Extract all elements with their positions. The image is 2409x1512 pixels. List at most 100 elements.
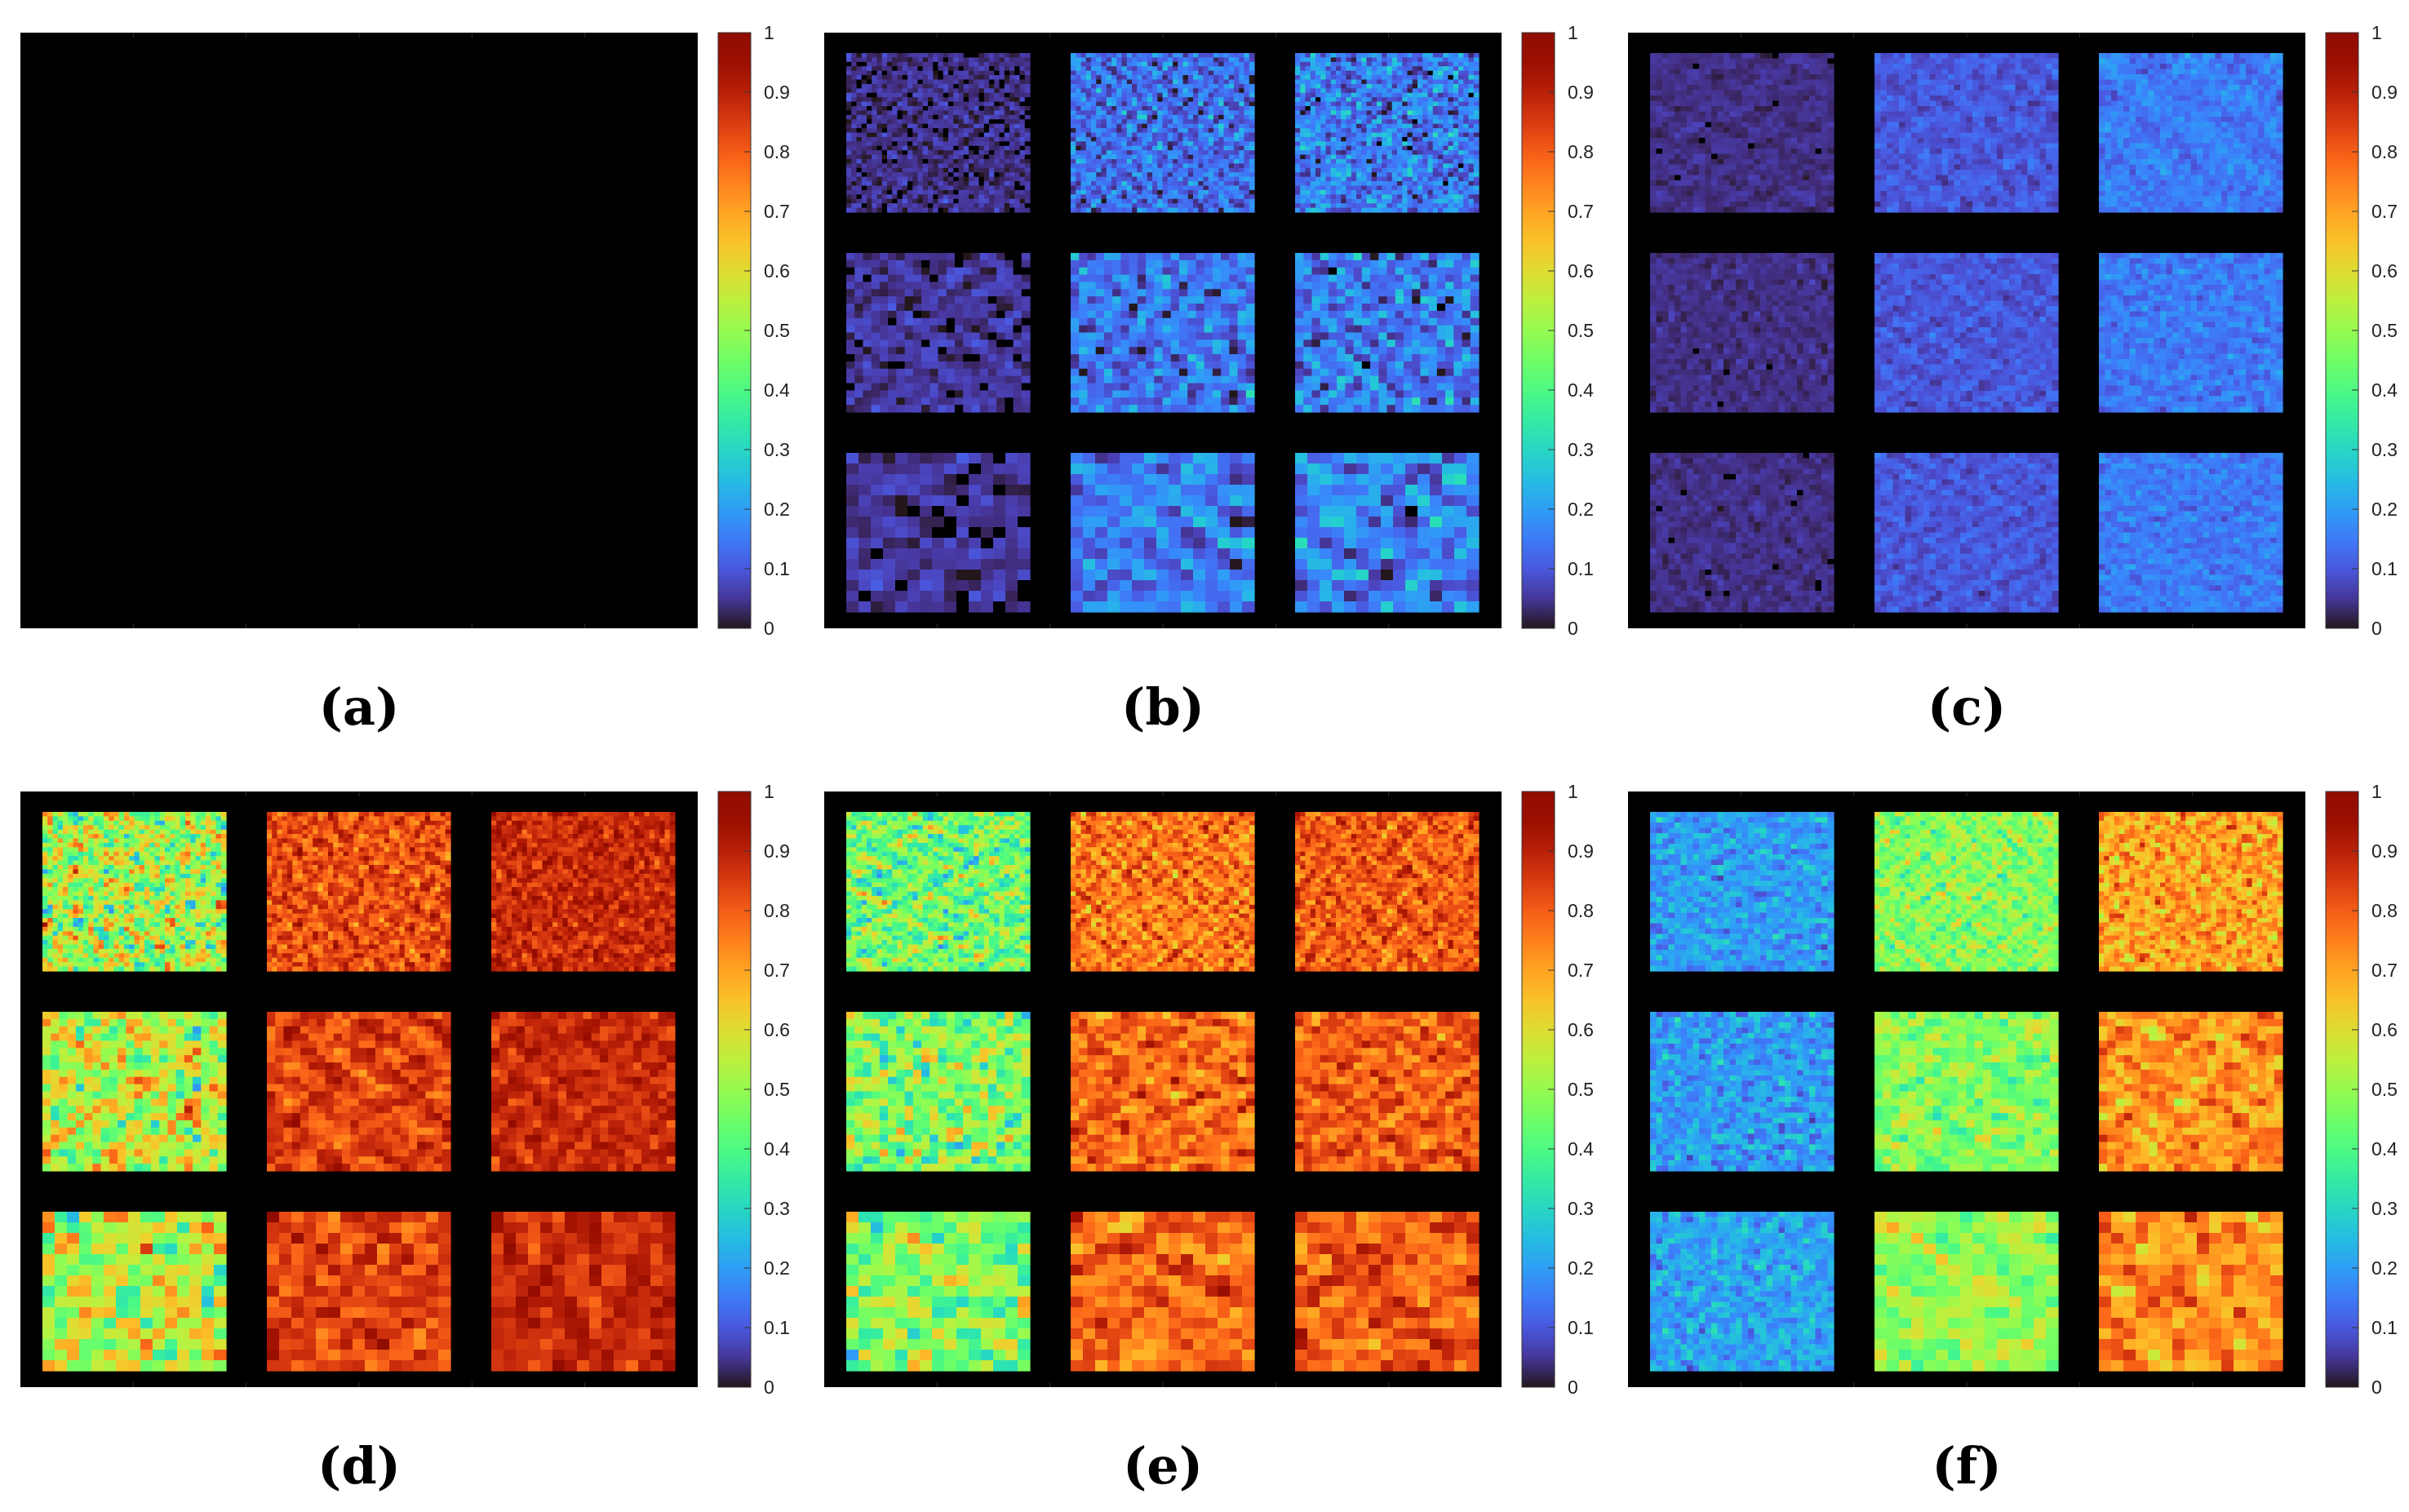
heatmap-cell [1391, 150, 1398, 156]
heatmap-cell [978, 132, 985, 138]
heatmap-cell [1228, 154, 1235, 160]
heatmap-cell [1126, 101, 1133, 107]
heatmap-cell [943, 176, 949, 182]
heatmap-cell [1448, 97, 1454, 103]
heatmap-cell [1096, 114, 1102, 120]
heatmap-cell [1432, 194, 1439, 200]
tile-1-3 [1295, 53, 1480, 213]
heatmap-cell [1204, 361, 1213, 370]
heatmap-cell [854, 304, 864, 312]
heatmap-cell [1178, 383, 1188, 392]
heatmap-cell [1366, 181, 1373, 187]
heatmap-cell [1356, 159, 1362, 165]
heatmap-cell [846, 296, 855, 304]
heatmap-cell [1187, 203, 1194, 209]
heatmap-cell [1417, 172, 1423, 178]
heatmap-cell [999, 53, 1005, 59]
heatmap-cell [1391, 132, 1398, 138]
heatmap-cell [953, 185, 960, 191]
heatmap-cell [954, 259, 964, 268]
heatmap-cell [974, 92, 980, 98]
heatmap-cell [1126, 176, 1133, 182]
heatmap-cell [917, 57, 924, 63]
heatmap-cell [1330, 66, 1337, 72]
heatmap-cell [1142, 97, 1148, 103]
heatmap-cell [1112, 289, 1121, 297]
heatmap-cell [1386, 203, 1393, 209]
heatmap-cell [938, 253, 947, 261]
heatmap-cell [1111, 57, 1117, 63]
heatmap-cell [1427, 92, 1434, 98]
heatmap-cell [1341, 53, 1347, 59]
heatmap-cell [929, 361, 939, 370]
heatmap-cell [1386, 128, 1393, 134]
heatmap-cell [1146, 332, 1155, 340]
heatmap-cell [867, 172, 872, 178]
heatmap-cell [912, 253, 922, 261]
heatmap-cell [1371, 53, 1378, 59]
heatmap-cell [1213, 154, 1219, 160]
heatmap-cell [938, 101, 944, 107]
heatmap-cell [933, 106, 939, 112]
heatmap-cell [1473, 154, 1480, 160]
heatmap-cell [1204, 317, 1213, 326]
heatmap-cell [863, 282, 872, 290]
heatmap-cell [1432, 119, 1439, 125]
heatmap-cell [917, 70, 924, 76]
heatmap-cell [958, 176, 965, 182]
heatmap-cell [946, 253, 956, 261]
heatmap-cell [1167, 154, 1173, 160]
heatmap-cell [983, 167, 990, 173]
heatmap-cell [1386, 150, 1393, 156]
heatmap-cell [1152, 66, 1158, 72]
heatmap-cell [1137, 70, 1143, 76]
heatmap-cell [996, 354, 1005, 362]
heatmap-cell [969, 79, 974, 85]
heatmap-cell [1129, 325, 1138, 334]
heatmap-cell [996, 339, 1005, 348]
heatmap-cell [1087, 274, 1097, 283]
heatmap-cell [1120, 347, 1130, 355]
heatmap-cell [1213, 185, 1219, 191]
heatmap-cell [1004, 128, 1010, 134]
heatmap-cell [1237, 304, 1247, 312]
heatmap-cell [904, 383, 914, 392]
heatmap-cell [1071, 325, 1080, 334]
heatmap-cell [1101, 194, 1107, 200]
heatmap-cell [892, 97, 898, 103]
heatmap-cell [1137, 53, 1143, 59]
heatmap-cell [1103, 361, 1113, 370]
heatmap-cell [922, 70, 929, 76]
heatmap-cell [1142, 185, 1148, 191]
heatmap-cell [1427, 150, 1434, 156]
heatmap-cell [1009, 53, 1015, 59]
heatmap-cell [1208, 61, 1214, 67]
heatmap-cell [938, 189, 944, 195]
heatmap-cell [872, 110, 878, 116]
heatmap-cell [1325, 106, 1332, 112]
heatmap-cell [987, 397, 997, 406]
heatmap-cell [1336, 101, 1342, 107]
heatmap-cell [1463, 145, 1470, 151]
heatmap-cell [1208, 119, 1214, 125]
heatmap-cell [1187, 317, 1197, 326]
heatmap-cell [1198, 88, 1204, 94]
heatmap-cell [1167, 141, 1173, 147]
heatmap-cell [1024, 172, 1031, 178]
heatmap-cell [1458, 119, 1464, 125]
heatmap-cell [1079, 274, 1089, 283]
heatmap-cell [954, 325, 964, 334]
heatmap-cell [1402, 70, 1409, 76]
heatmap-cell [1391, 123, 1398, 129]
heatmap-cell [989, 123, 995, 129]
heatmap-cell [1295, 198, 1301, 204]
heatmap-cell [1187, 304, 1197, 312]
heatmap-cell [907, 97, 913, 103]
heatmap-cell [1004, 132, 1010, 138]
heatmap-cell [907, 70, 913, 76]
heatmap-cell [1417, 136, 1423, 142]
heatmap-cell [1014, 185, 1021, 191]
heatmap-cell [1111, 185, 1117, 191]
heatmap-cell [1351, 154, 1357, 160]
heatmap-cell [1218, 154, 1225, 160]
